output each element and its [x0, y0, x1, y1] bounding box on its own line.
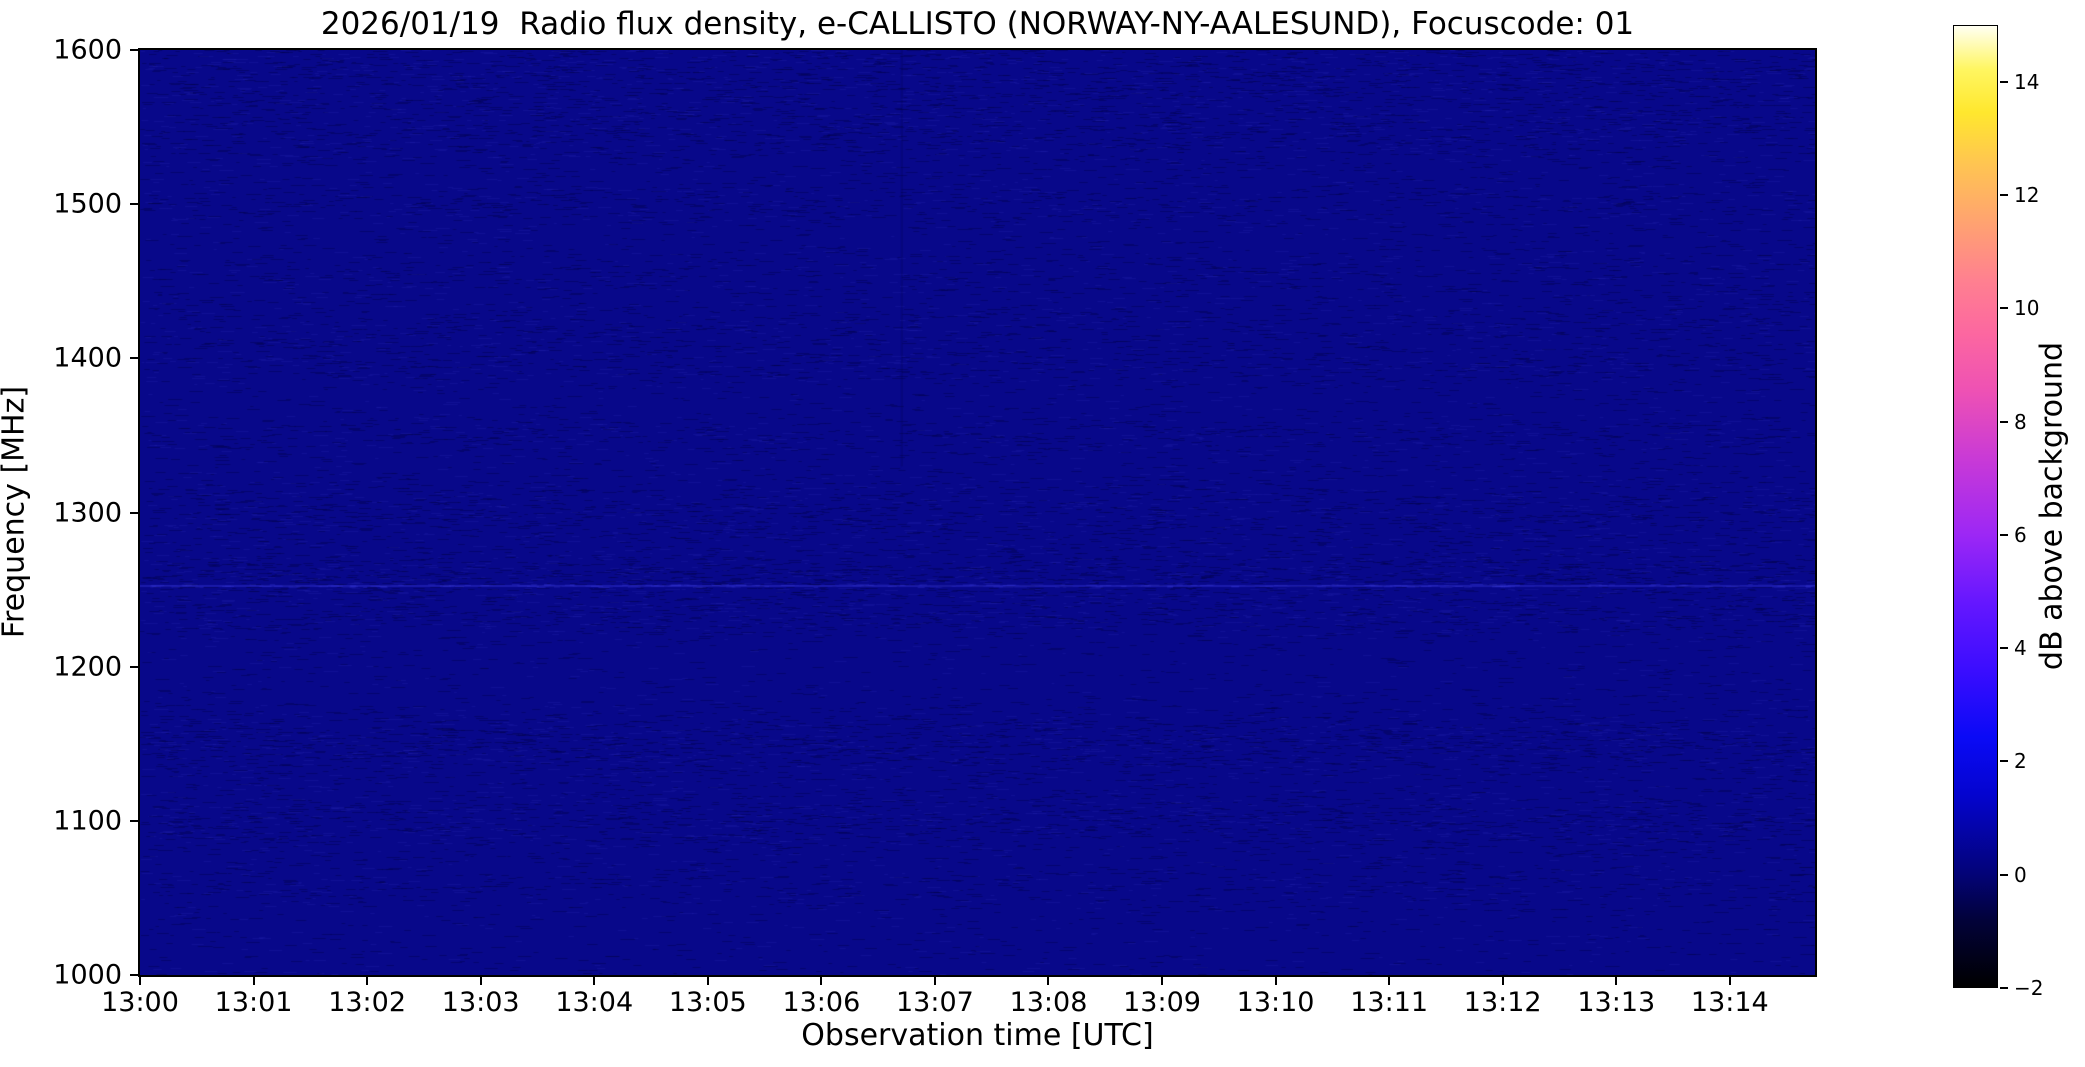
colorbar-tick-label: 2 [2014, 749, 2027, 774]
colorbar-tick [2000, 647, 2008, 650]
x-tick [820, 975, 823, 985]
y-tick-label: 1500 [53, 188, 122, 220]
colorbar-tick-label: 4 [2014, 636, 2027, 661]
x-axis-label: Observation time [UTC] [801, 1018, 1154, 1053]
x-tick-label: 13:04 [555, 987, 634, 1018]
y-tick-label: 1100 [53, 805, 122, 837]
x-tick-label: 13:09 [1123, 987, 1201, 1018]
x-tick-label: 13:07 [896, 987, 974, 1018]
y-tick [130, 974, 140, 976]
x-tick [139, 975, 141, 985]
x-tick-label: 13:11 [1350, 987, 1429, 1018]
x-tick-label: 13:14 [1690, 987, 1769, 1018]
x-tick [1047, 975, 1050, 985]
x-tick [1615, 975, 1618, 985]
x-tick-label: 13:03 [441, 987, 520, 1018]
y-axis-label: Frequency [MHz] [0, 385, 32, 639]
colorbar-tick [2000, 873, 2008, 876]
y-tick [130, 819, 140, 822]
colorbar-tick [2000, 80, 2008, 83]
x-tick-label: 13:13 [1577, 987, 1656, 1018]
y-tick-label: 1300 [53, 497, 122, 528]
x-tick [1728, 975, 1731, 985]
x-tick-label: 13:05 [668, 987, 747, 1018]
x-tick [1161, 975, 1164, 985]
x-tick [593, 975, 596, 985]
chart-title: 2026/01/19 Radio flux density, e-CALLIST… [320, 6, 1635, 42]
x-tick [366, 975, 369, 985]
x-tick [252, 975, 255, 985]
colorbar [1953, 25, 1998, 988]
y-tick [130, 357, 140, 360]
y-tick [130, 203, 140, 206]
colorbar-tick-label: 12 [2014, 182, 2040, 207]
colorbar-tick [2000, 987, 2008, 989]
x-tick [1274, 975, 1277, 985]
colorbar-tick-label: 8 [2014, 409, 2027, 434]
colorbar-label: dB above background [2034, 341, 2070, 671]
x-tick [706, 975, 709, 985]
spectrogram-canvas [140, 50, 1815, 975]
x-tick-label: 13:10 [1236, 987, 1315, 1018]
colorbar-tick-label: 10 [2014, 296, 2040, 321]
colorbar-tick-label: −2 [2014, 976, 2044, 1000]
y-tick-label: 1000 [53, 959, 122, 991]
colorbar-tick [2000, 193, 2008, 196]
x-tick-label: 13:08 [1009, 987, 1088, 1018]
colorbar-tick-label: 0 [2014, 862, 2027, 887]
x-tick-label: 13:02 [328, 987, 407, 1018]
colorbar-tick-label: 6 [2014, 522, 2027, 547]
x-tick [1501, 975, 1504, 985]
y-tick-label: 1200 [53, 651, 122, 683]
x-tick-label: 13:06 [782, 987, 861, 1018]
y-tick [130, 665, 140, 668]
x-tick-label: 13:00 [101, 987, 179, 1018]
colorbar-tick [2000, 533, 2008, 536]
y-tick [130, 49, 140, 51]
y-tick-label: 1400 [53, 342, 122, 374]
x-tick-label: 13:12 [1463, 987, 1542, 1018]
x-tick-label: 13:01 [214, 987, 293, 1018]
x-tick [933, 975, 936, 985]
x-tick [479, 975, 482, 985]
colorbar-tick [2000, 307, 2008, 310]
y-tick [130, 511, 140, 514]
y-tick-label: 1600 [53, 34, 122, 66]
x-tick [1388, 975, 1391, 985]
spectrogram-plot-area [138, 48, 1817, 977]
colorbar-tick [2000, 760, 2008, 763]
colorbar-tick-label: 14 [2014, 69, 2040, 94]
colorbar-tick [2000, 420, 2008, 423]
